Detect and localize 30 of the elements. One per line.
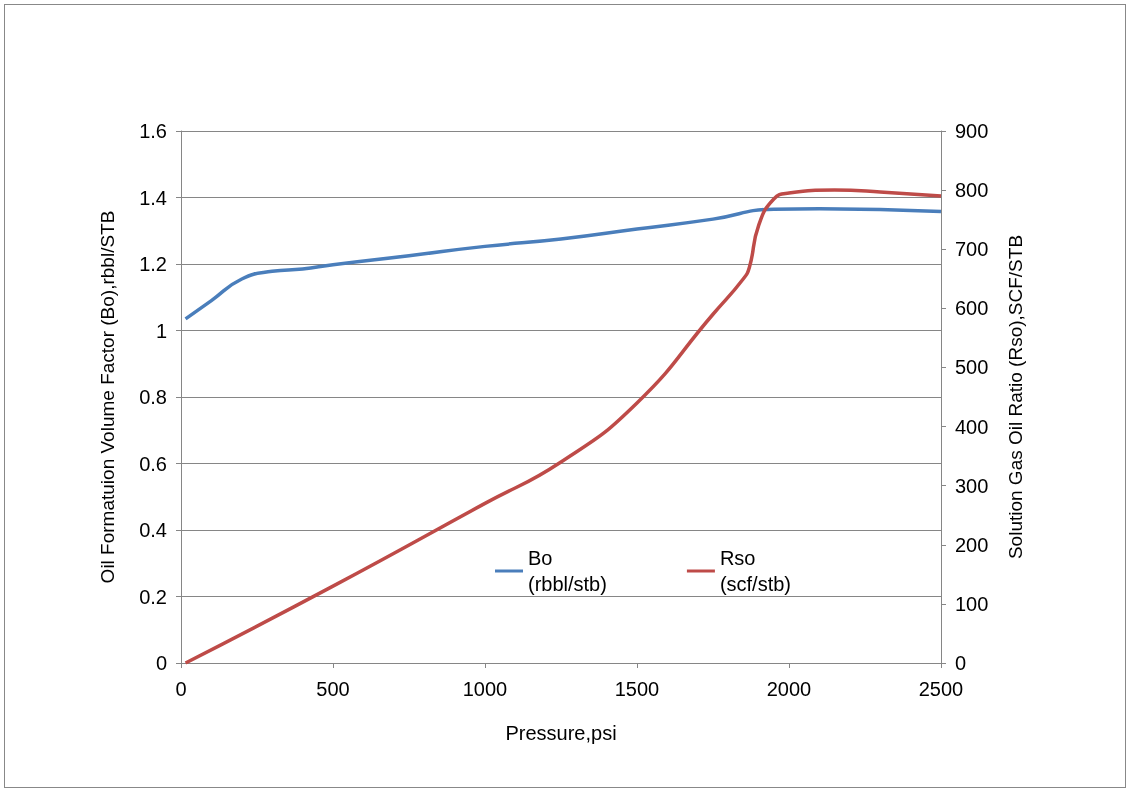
y-tick-label: 0: [155, 652, 167, 674]
legend-label: Bo (rbbl/stb): [528, 547, 607, 595]
legend-label: Rso (scf/stb): [719, 547, 792, 595]
y2-tick-label: 800: [955, 179, 989, 202]
y2-tick-label: 700: [955, 238, 989, 261]
y-tick-label: 1.2: [139, 253, 167, 275]
y2-tick-label: 100: [955, 592, 989, 615]
x-tick-label: 500: [316, 678, 350, 700]
x-tick-label: 1000: [462, 678, 508, 700]
x-tick-label: 1500: [614, 678, 660, 700]
y-tick-label: 1.6: [139, 120, 167, 142]
y-tick-label: 0.6: [139, 452, 167, 475]
y2-tick-label: 900: [955, 120, 989, 142]
y2-tick-label: 200: [955, 533, 989, 556]
y2-tick-label: 600: [955, 297, 989, 320]
y2-axis-title: Solution Gas Oil Ratio (Rso),SCF/STB: [1004, 234, 1026, 560]
x-axis-title: Pressure,psi: [505, 722, 617, 744]
y-tick-label: 1.4: [139, 186, 167, 209]
y-tick-label: 0.4: [139, 519, 167, 541]
y-axis-title: Oil Formatuion Volume Factor (Bo),rbbl/STB: [96, 210, 118, 584]
y-tick-label: 0.2: [139, 585, 167, 608]
x-tick-label: 0: [175, 678, 187, 700]
y2-tick-label: 300: [955, 474, 989, 497]
x-tick-label: 2500: [918, 678, 964, 700]
y-tick-label: 1: [155, 319, 167, 342]
y-tick-label: 0.8: [139, 386, 167, 408]
y2-tick-label: 400: [955, 415, 989, 438]
y2-tick-label: 500: [955, 356, 989, 379]
x-tick-label: 2000: [766, 678, 812, 700]
y2-tick-label: 0: [955, 652, 967, 674]
